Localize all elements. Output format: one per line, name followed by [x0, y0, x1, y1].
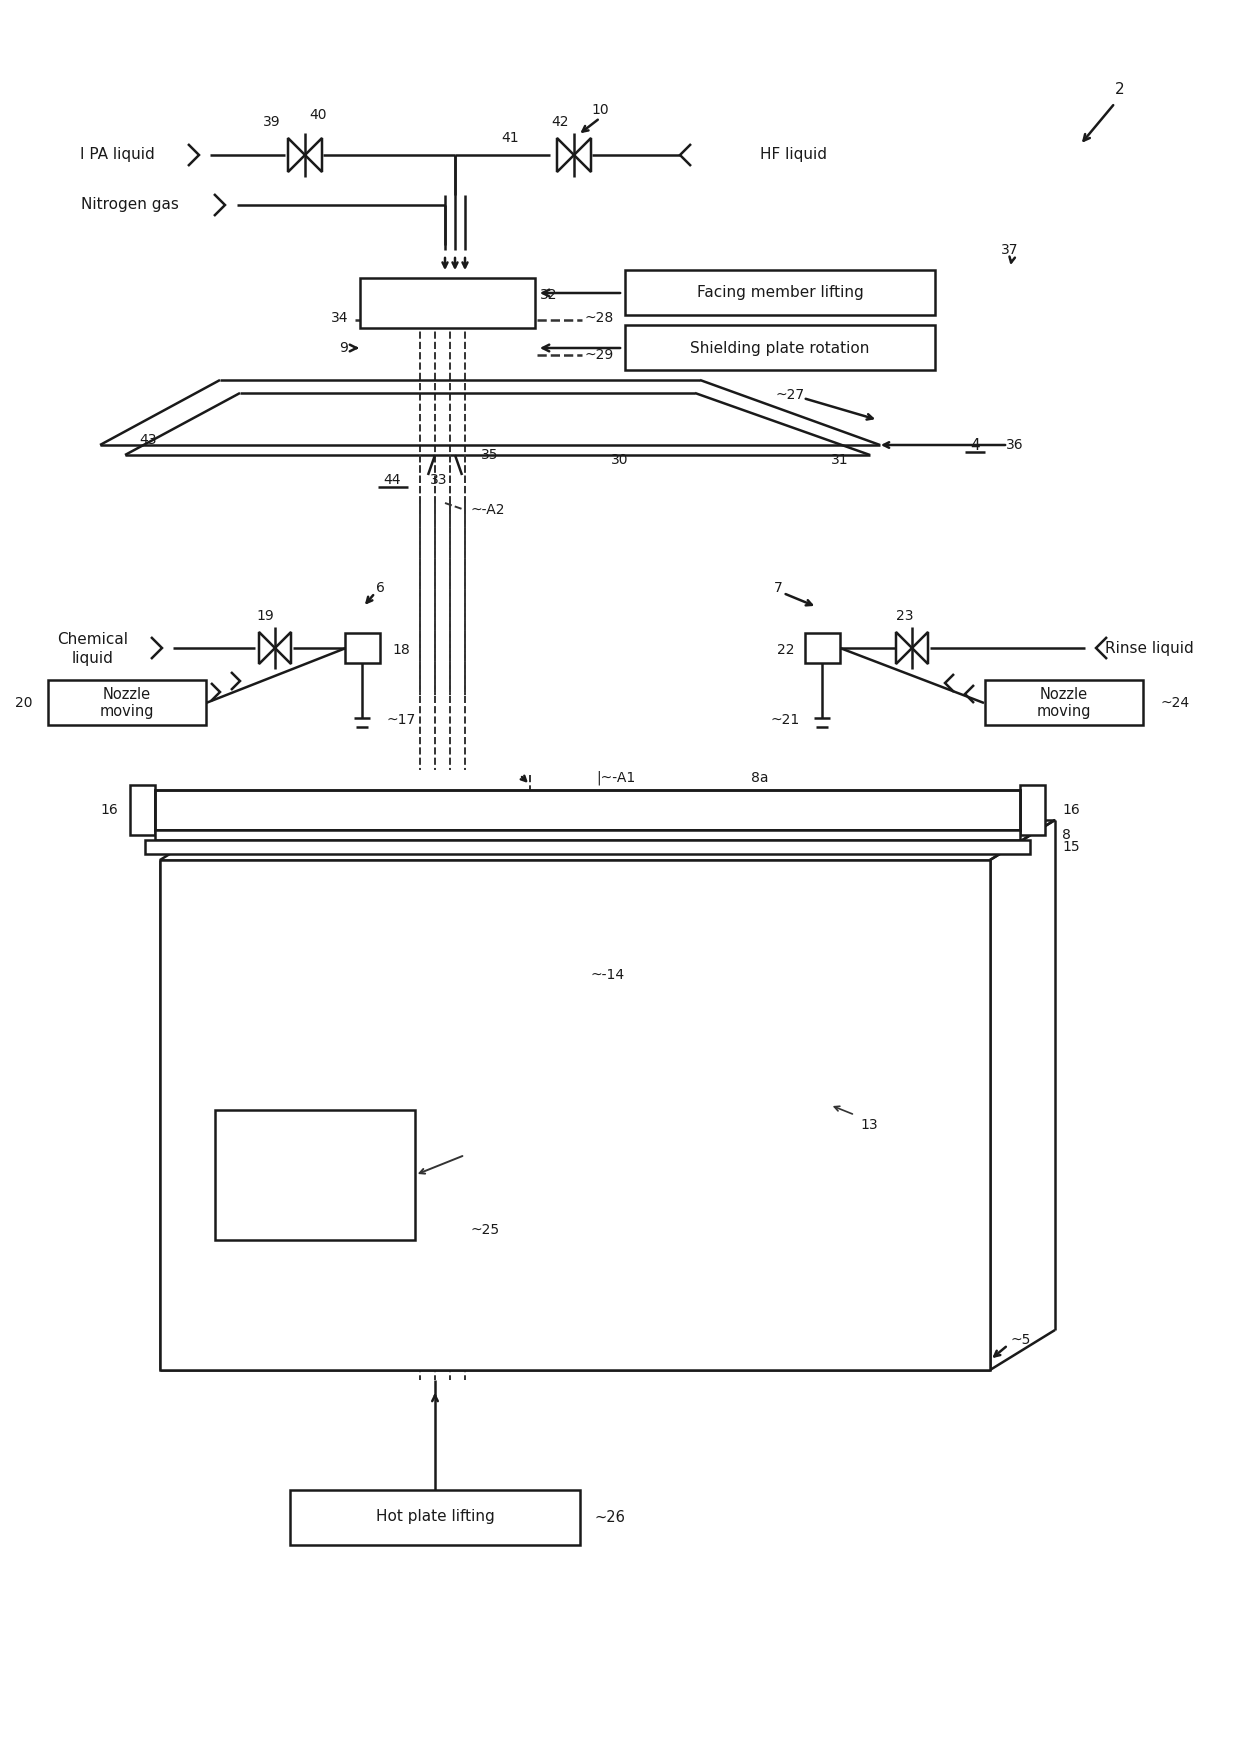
Text: ~26: ~26 [595, 1509, 626, 1525]
Text: 40: 40 [309, 107, 327, 122]
Text: 23: 23 [897, 609, 914, 623]
Bar [155, 829, 1021, 840]
Text: Shielding plate rotation: Shielding plate rotation [691, 340, 869, 356]
Text: I PA liquid: I PA liquid [79, 148, 154, 162]
Text: Nozzle
moving: Nozzle moving [99, 687, 154, 718]
Bar [48, 680, 206, 726]
Text: 8a: 8a [751, 771, 769, 785]
Bar [1021, 785, 1045, 835]
Text: 31: 31 [831, 453, 849, 467]
Bar [155, 791, 1021, 829]
Text: 44: 44 [383, 474, 401, 488]
Text: 43: 43 [139, 433, 156, 447]
Text: 8: 8 [1061, 828, 1071, 842]
Bar [805, 632, 839, 662]
Text: 9: 9 [339, 342, 348, 356]
Text: Facing member lifting: Facing member lifting [697, 285, 863, 301]
Bar [145, 840, 1030, 854]
Text: 35: 35 [481, 447, 498, 461]
Text: 6: 6 [376, 581, 384, 595]
Bar [985, 680, 1143, 726]
Text: Nozzle
moving: Nozzle moving [1037, 687, 1091, 718]
Text: ~29: ~29 [585, 349, 614, 363]
Text: 16: 16 [100, 803, 118, 817]
Text: liquid: liquid [72, 650, 114, 666]
Text: ~24: ~24 [1159, 696, 1189, 710]
Text: ~27: ~27 [775, 387, 805, 402]
Text: 33: 33 [430, 474, 448, 488]
Text: Hot plate lifting: Hot plate lifting [376, 1509, 495, 1525]
Bar [625, 269, 935, 315]
Text: 22: 22 [777, 643, 795, 657]
Bar [160, 859, 990, 1370]
Text: 34: 34 [331, 312, 348, 326]
Text: Nitrogen gas: Nitrogen gas [81, 197, 179, 213]
Text: 37: 37 [1001, 243, 1019, 257]
Text: Chemical: Chemical [57, 632, 129, 648]
Text: ~-A2: ~-A2 [470, 504, 505, 518]
Bar [155, 791, 1021, 829]
Bar [345, 632, 379, 662]
Text: 42: 42 [552, 114, 569, 129]
Text: ~5: ~5 [1011, 1333, 1030, 1347]
Text: 20: 20 [15, 696, 32, 710]
Text: 16: 16 [1061, 803, 1080, 817]
Bar [360, 278, 534, 328]
Text: 30: 30 [611, 453, 629, 467]
Text: 10: 10 [591, 102, 609, 116]
Text: 15: 15 [1061, 840, 1080, 854]
Text: ~28: ~28 [585, 312, 614, 326]
Text: 7: 7 [774, 581, 782, 595]
Text: ~17: ~17 [386, 713, 415, 727]
Text: 39: 39 [263, 114, 280, 129]
Text: HF liquid: HF liquid [760, 148, 827, 162]
Text: 18: 18 [392, 643, 409, 657]
Text: 36: 36 [1006, 438, 1024, 453]
Text: 2: 2 [1115, 83, 1125, 97]
Bar [130, 785, 155, 835]
Text: 13: 13 [861, 1118, 878, 1132]
Text: |~-A1: |~-A1 [596, 771, 636, 785]
Text: 41: 41 [501, 130, 518, 144]
Text: 4: 4 [970, 437, 980, 453]
Bar [290, 1490, 580, 1544]
Bar [215, 1109, 415, 1240]
Text: ~21: ~21 [771, 713, 800, 727]
Bar [625, 326, 935, 370]
Text: Rinse liquid: Rinse liquid [1105, 641, 1194, 655]
Text: 32: 32 [539, 289, 558, 301]
Text: 19: 19 [257, 609, 274, 623]
Text: ~-14: ~-14 [590, 969, 624, 983]
Text: ~25: ~25 [470, 1222, 500, 1236]
